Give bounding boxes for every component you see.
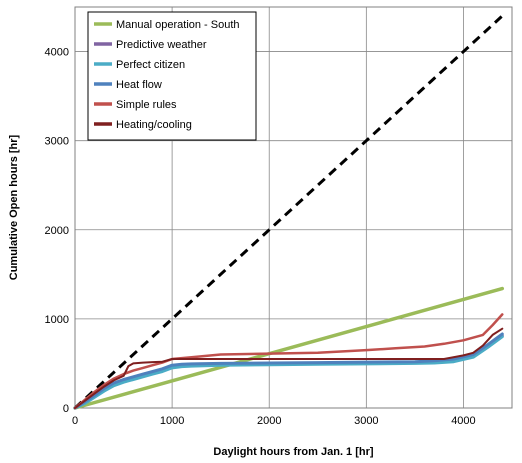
legend-label: Predictive weather bbox=[116, 39, 207, 51]
x-tick-label: 3000 bbox=[354, 415, 378, 427]
x-tick-label: 0 bbox=[72, 415, 78, 427]
legend-label: Perfect citizen bbox=[116, 59, 185, 71]
y-tick-label: 0 bbox=[63, 403, 69, 415]
series-line-manual-operation-south bbox=[73, 286, 505, 410]
x-tick-label: 1000 bbox=[160, 415, 184, 427]
y-tick-label: 3000 bbox=[45, 136, 69, 148]
legend-label: Heat flow bbox=[116, 79, 162, 91]
legend-label: Heating/cooling bbox=[116, 119, 192, 131]
series-line-simple-rules bbox=[73, 313, 504, 410]
series-lines bbox=[73, 286, 505, 410]
y-axis-label: Cumulative Open hours [hr] bbox=[8, 134, 20, 280]
series-line-perfect-citizen bbox=[73, 335, 504, 410]
y-tick-label: 4000 bbox=[45, 47, 69, 59]
legend-label: Simple rules bbox=[116, 99, 177, 111]
legend-box bbox=[87, 11, 257, 141]
legend: Manual operation - South Predictive weath… bbox=[87, 11, 257, 141]
x-axis-label: Daylight hours from Jan. 1 [hr] bbox=[213, 446, 373, 458]
y-tick-label: 1000 bbox=[45, 314, 69, 326]
series-line-heating-cooling bbox=[74, 327, 504, 409]
x-tick-label: 4000 bbox=[451, 415, 475, 427]
legend-label: Manual operation - South bbox=[116, 19, 240, 31]
series-line-heat-flow bbox=[73, 332, 504, 410]
plot-area bbox=[74, 6, 513, 409]
x-tick-label: 2000 bbox=[257, 415, 281, 427]
tick-labels: 0 1000 2000 3000 4000 0 1000 2000 3000 4000 bbox=[45, 47, 476, 427]
reference-diagonal-line bbox=[73, 14, 504, 410]
y-tick-label: 2000 bbox=[45, 225, 69, 237]
